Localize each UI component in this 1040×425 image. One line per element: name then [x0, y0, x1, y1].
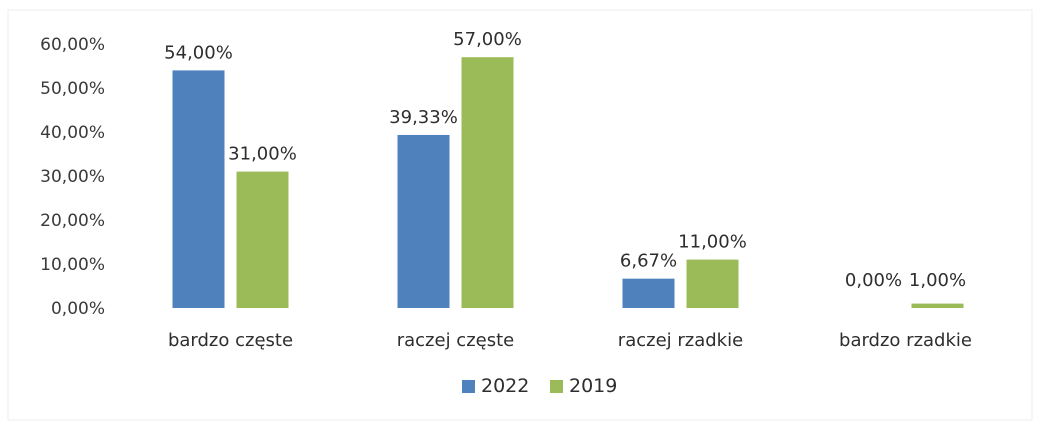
data-label-2019-1: 57,00%	[453, 29, 522, 50]
legend-label-2019: 2019	[569, 375, 617, 397]
y-tick-label: 0,00%	[51, 299, 105, 319]
data-label-2019-0: 31,00%	[228, 144, 297, 165]
x-axis: bardzo częste raczej częste raczej rzadkie…	[168, 330, 972, 351]
data-label-2022-1: 39,33%	[389, 107, 458, 128]
data-label-2022-2: 6,67%	[620, 251, 677, 272]
legend-swatch-2019	[550, 380, 563, 393]
bar-2019-3	[911, 303, 964, 308]
category-label: bardzo częste	[168, 330, 293, 351]
y-axis: 0,00% 10,00% 20,00% 30,00% 40,00% 50,00% 60,00…	[40, 35, 105, 319]
bar-2019-0	[236, 171, 289, 308]
category-label: raczej częste	[397, 330, 515, 351]
bar-2019-2	[686, 259, 739, 308]
y-tick-label: 30,00%	[40, 167, 105, 187]
legend: 2022 2019	[462, 375, 617, 397]
bar-2022-1	[397, 134, 450, 308]
data-labels: 54,00% 31,00% 39,33% 57,00% 6,67%11,00% 0,00%…	[164, 29, 966, 291]
y-tick-label: 40,00%	[40, 123, 105, 143]
category-label: raczej rzadkie	[618, 330, 743, 351]
bar-2022-2	[622, 278, 675, 308]
y-tick-label: 20,00%	[40, 211, 105, 231]
bar-2019-1	[461, 57, 514, 309]
data-label-2019-3: 1,00%	[909, 270, 966, 291]
data-label-2022-0: 54,00%	[164, 42, 233, 63]
legend-swatch-2022	[462, 380, 475, 393]
data-label-2022-3: 0,00%	[845, 270, 902, 291]
chart-frame	[7, 9, 1033, 421]
bar-2022-0	[172, 70, 225, 309]
y-tick-label: 60,00%	[40, 35, 105, 55]
bars	[172, 57, 964, 309]
y-tick-label: 50,00%	[40, 79, 105, 99]
category-label: bardzo rzadkie	[839, 330, 972, 351]
legend-label-2022: 2022	[481, 375, 529, 397]
data-label-2019-2: 11,00%	[678, 232, 747, 253]
y-tick-label: 10,00%	[40, 255, 105, 275]
